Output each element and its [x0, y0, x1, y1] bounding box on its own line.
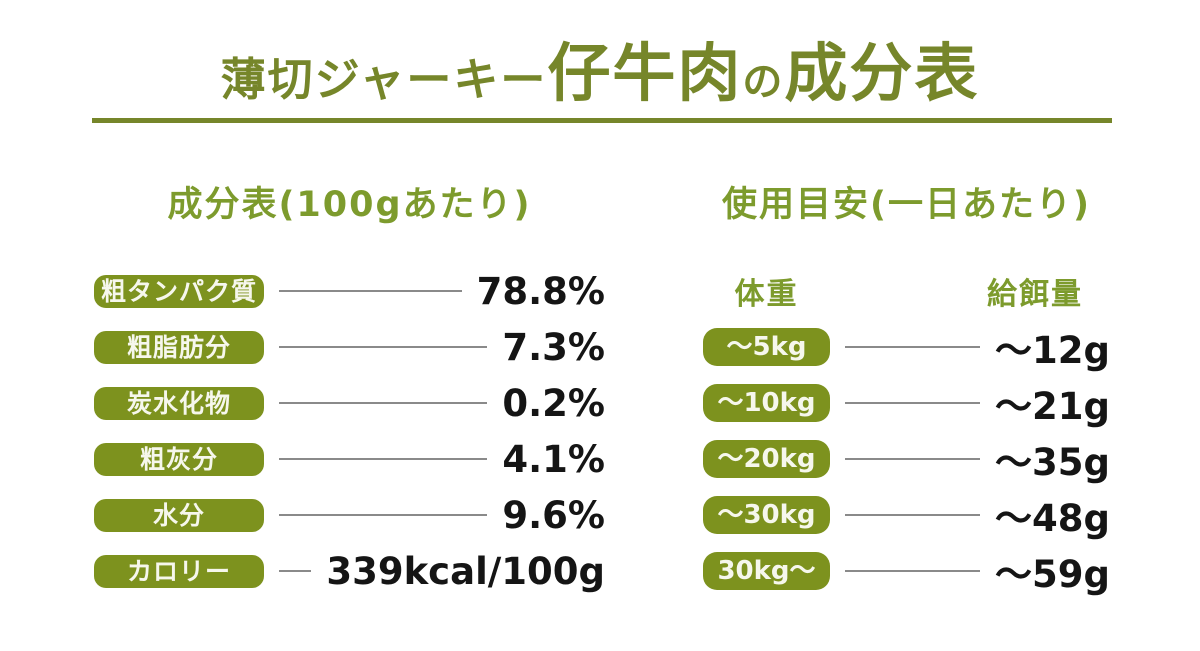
feeding-guide-table: 体重 給餌量 ～5kg ～12g ～10kg ～21g ～20kg ～35g ～… — [703, 263, 1110, 599]
row-label-pill: 粗タンパク質 — [94, 274, 264, 308]
row-value: 339kcal/100g — [326, 549, 605, 593]
row-label-pill: カロリー — [94, 554, 264, 588]
row-value: ～48g — [995, 497, 1110, 540]
table-row: 30kg～ ～59g — [703, 543, 1110, 599]
row-value: 78.8% — [476, 269, 605, 313]
table-row: 炭水化物 0.2% — [94, 375, 605, 431]
table-row: ～5kg ～12g — [703, 319, 1110, 375]
feeding-guide-header-row: 体重 給餌量 — [703, 263, 1110, 319]
table-row: カロリー 339kcal/100g — [94, 543, 605, 599]
row-value: ～21g — [995, 385, 1110, 428]
row-label-pill: 粗脂肪分 — [94, 330, 264, 364]
connector-line — [845, 570, 981, 572]
row-label-pill: ～5kg — [703, 328, 830, 366]
table-row: 水分 9.6% — [94, 487, 605, 543]
row-value: 0.2% — [502, 381, 605, 425]
row-value: ～35g — [995, 441, 1110, 484]
connector-line — [845, 402, 981, 404]
row-value: ～12g — [995, 329, 1110, 372]
amount-column-header: 給餌量 — [987, 277, 1083, 312]
usage-section-heading: 使用目安(一日あたり) — [722, 185, 1091, 225]
row-label-pill: 30kg～ — [703, 552, 830, 590]
row-label-pill: ～10kg — [703, 384, 830, 422]
row-label-pill: ～20kg — [703, 440, 830, 478]
table-row: ～20kg ～35g — [703, 431, 1110, 487]
table-row: 粗脂肪分 7.3% — [94, 319, 605, 375]
title-particle: の — [742, 58, 785, 105]
row-value: ～59g — [995, 553, 1110, 596]
row-value: 7.3% — [502, 325, 605, 369]
table-row: 粗灰分 4.1% — [94, 431, 605, 487]
row-value: 4.1% — [502, 437, 605, 481]
weight-column-header: 体重 — [734, 277, 799, 312]
connector-line — [845, 514, 981, 516]
row-value: 9.6% — [502, 493, 605, 537]
title-suffix: 成分表 — [784, 36, 980, 110]
connector-line — [279, 570, 312, 572]
title-product-line: 薄切ジャーキー — [220, 53, 548, 106]
connector-line — [279, 346, 488, 348]
row-label-pill: 炭水化物 — [94, 386, 264, 420]
connector-line — [279, 514, 488, 516]
nutrition-section-heading: 成分表(100gあたり) — [167, 185, 532, 225]
title-product-name: 仔牛肉 — [547, 36, 743, 110]
nutrition-table: 粗タンパク質 78.8% 粗脂肪分 7.3% 炭水化物 0.2% 粗灰分 4.1… — [94, 263, 605, 599]
connector-line — [279, 458, 488, 460]
page-title: 薄切ジャーキー仔牛肉の成分表 — [0, 32, 1200, 114]
row-label-pill: 水分 — [94, 498, 264, 532]
connector-line — [279, 402, 488, 404]
row-label-pill: 粗灰分 — [94, 442, 264, 476]
title-underline — [92, 118, 1112, 123]
connector-line — [279, 290, 462, 292]
table-row: ～30kg ～48g — [703, 487, 1110, 543]
connector-line — [845, 346, 981, 348]
connector-line — [845, 458, 981, 460]
row-label-pill: ～30kg — [703, 496, 830, 534]
table-row: 粗タンパク質 78.8% — [94, 263, 605, 319]
table-row: ～10kg ～21g — [703, 375, 1110, 431]
